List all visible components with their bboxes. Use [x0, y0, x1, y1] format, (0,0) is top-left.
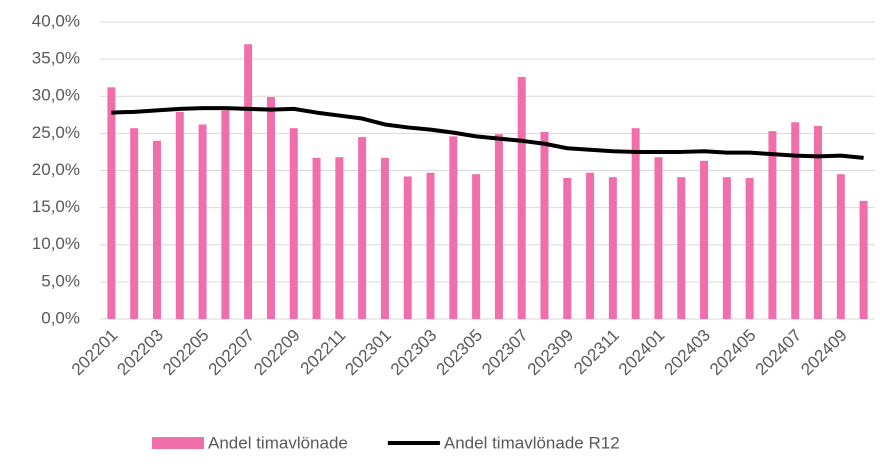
x-tick-label: 202203	[113, 326, 167, 380]
bar	[700, 160, 709, 319]
y-tick-label: 5,0%	[41, 271, 80, 290]
bar	[130, 128, 139, 319]
x-tick-label: 202205	[159, 326, 213, 380]
bar	[745, 177, 754, 319]
bar	[266, 96, 275, 320]
bar	[586, 172, 595, 319]
x-tick-label: 202309	[524, 326, 578, 380]
x-tick-label: 202201	[68, 326, 122, 380]
y-tick-label: 25,0%	[32, 123, 80, 142]
bar	[631, 128, 640, 319]
x-tick-label: 202307	[478, 326, 532, 380]
bar	[107, 87, 116, 319]
legend: Andel timavlönade Andel timavlönade R12	[152, 433, 620, 452]
bar	[654, 157, 663, 319]
bar	[426, 172, 435, 319]
line	[111, 106, 864, 160]
bar	[380, 157, 389, 319]
bar	[722, 177, 731, 319]
x-tick-label: 202409	[797, 326, 851, 380]
bar	[175, 111, 184, 319]
bar	[517, 76, 526, 319]
bar	[836, 174, 845, 319]
x-tick-label: 202407	[752, 326, 806, 380]
bar	[449, 136, 458, 319]
bar	[221, 110, 230, 319]
bar	[540, 131, 549, 319]
bar	[289, 128, 298, 319]
bar	[677, 177, 686, 319]
bar	[791, 122, 800, 319]
x-tick-label: 202403	[660, 326, 714, 380]
bar	[312, 157, 321, 319]
y-tick-label: 10,0%	[32, 234, 80, 253]
x-tick-label: 202311	[570, 326, 623, 379]
x-tick-label: 202209	[250, 326, 304, 380]
y-tick-label: 0,0%	[41, 308, 80, 327]
bar	[563, 177, 572, 319]
bar	[608, 177, 617, 319]
bar	[859, 200, 868, 319]
x-tick-label: 202301	[341, 326, 395, 380]
bar	[814, 125, 823, 319]
y-tick-label: 20,0%	[32, 160, 80, 179]
x-tick-label: 202211	[297, 326, 350, 379]
bar	[244, 44, 253, 320]
bar	[358, 137, 367, 319]
x-tick-label: 202405	[706, 326, 760, 380]
y-tick-label: 15,0%	[32, 197, 80, 216]
bar	[152, 140, 161, 319]
y-tick-label: 35,0%	[32, 49, 80, 68]
bar	[494, 134, 503, 319]
x-tick-label: 202303	[387, 326, 441, 380]
x-tick-label: 202401	[615, 326, 669, 380]
y-tick-label: 30,0%	[32, 86, 80, 105]
x-tick-label: 202207	[205, 326, 259, 380]
bar	[198, 124, 207, 319]
legend-label: Andel timavlönade	[208, 433, 348, 452]
bar	[335, 157, 344, 319]
bar	[768, 131, 777, 319]
legend-label: Andel timavlönade R12	[444, 433, 620, 452]
bar	[472, 174, 481, 319]
x-tick-label: 202305	[433, 326, 487, 380]
bar	[403, 176, 412, 319]
legend-swatch	[152, 437, 204, 449]
y-tick-label: 40,0%	[32, 11, 80, 30]
